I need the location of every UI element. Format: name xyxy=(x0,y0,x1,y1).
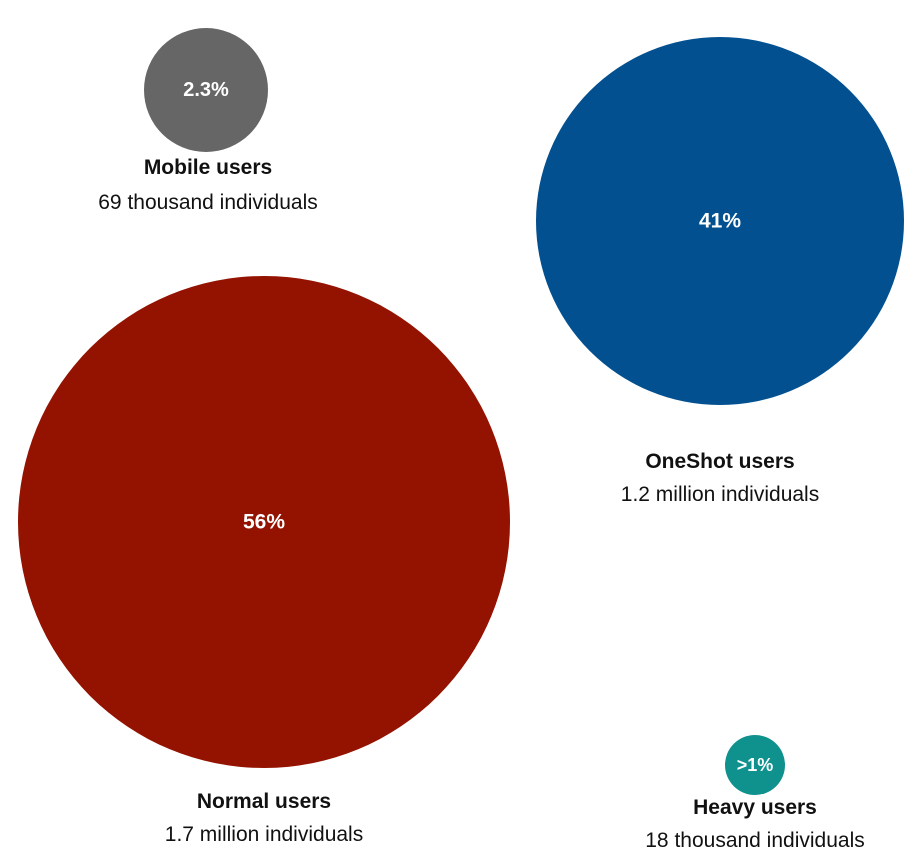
normal-users-share-label: 56% xyxy=(243,511,285,534)
heavy-users-share-label: >1% xyxy=(737,755,774,775)
oneshot-users-count-label: 1.2 million individuals xyxy=(621,483,819,506)
normal-users-bubble xyxy=(18,276,510,768)
heavy-users-name-label: Heavy users xyxy=(693,796,817,819)
label-group: 2.3% Mobile users 69 thousand individuals 4… xyxy=(98,79,865,852)
bubble-group xyxy=(18,28,904,795)
heavy-users-count-label: 18 thousand individuals xyxy=(645,829,865,852)
normal-users-name-label: Normal users xyxy=(197,790,331,813)
oneshot-users-name-label: OneShot users xyxy=(645,450,794,473)
mobile-users-count-label: 69 thousand individuals xyxy=(98,191,318,214)
oneshot-users-share-label: 41% xyxy=(699,210,741,233)
mobile-users-bubble xyxy=(144,28,268,152)
heavy-users-bubble xyxy=(725,735,785,795)
mobile-users-name-label: Mobile users xyxy=(144,156,272,179)
normal-users-count-label: 1.7 million individuals xyxy=(165,823,363,846)
oneshot-users-bubble xyxy=(536,37,904,405)
mobile-users-share-label: 2.3% xyxy=(183,79,229,101)
